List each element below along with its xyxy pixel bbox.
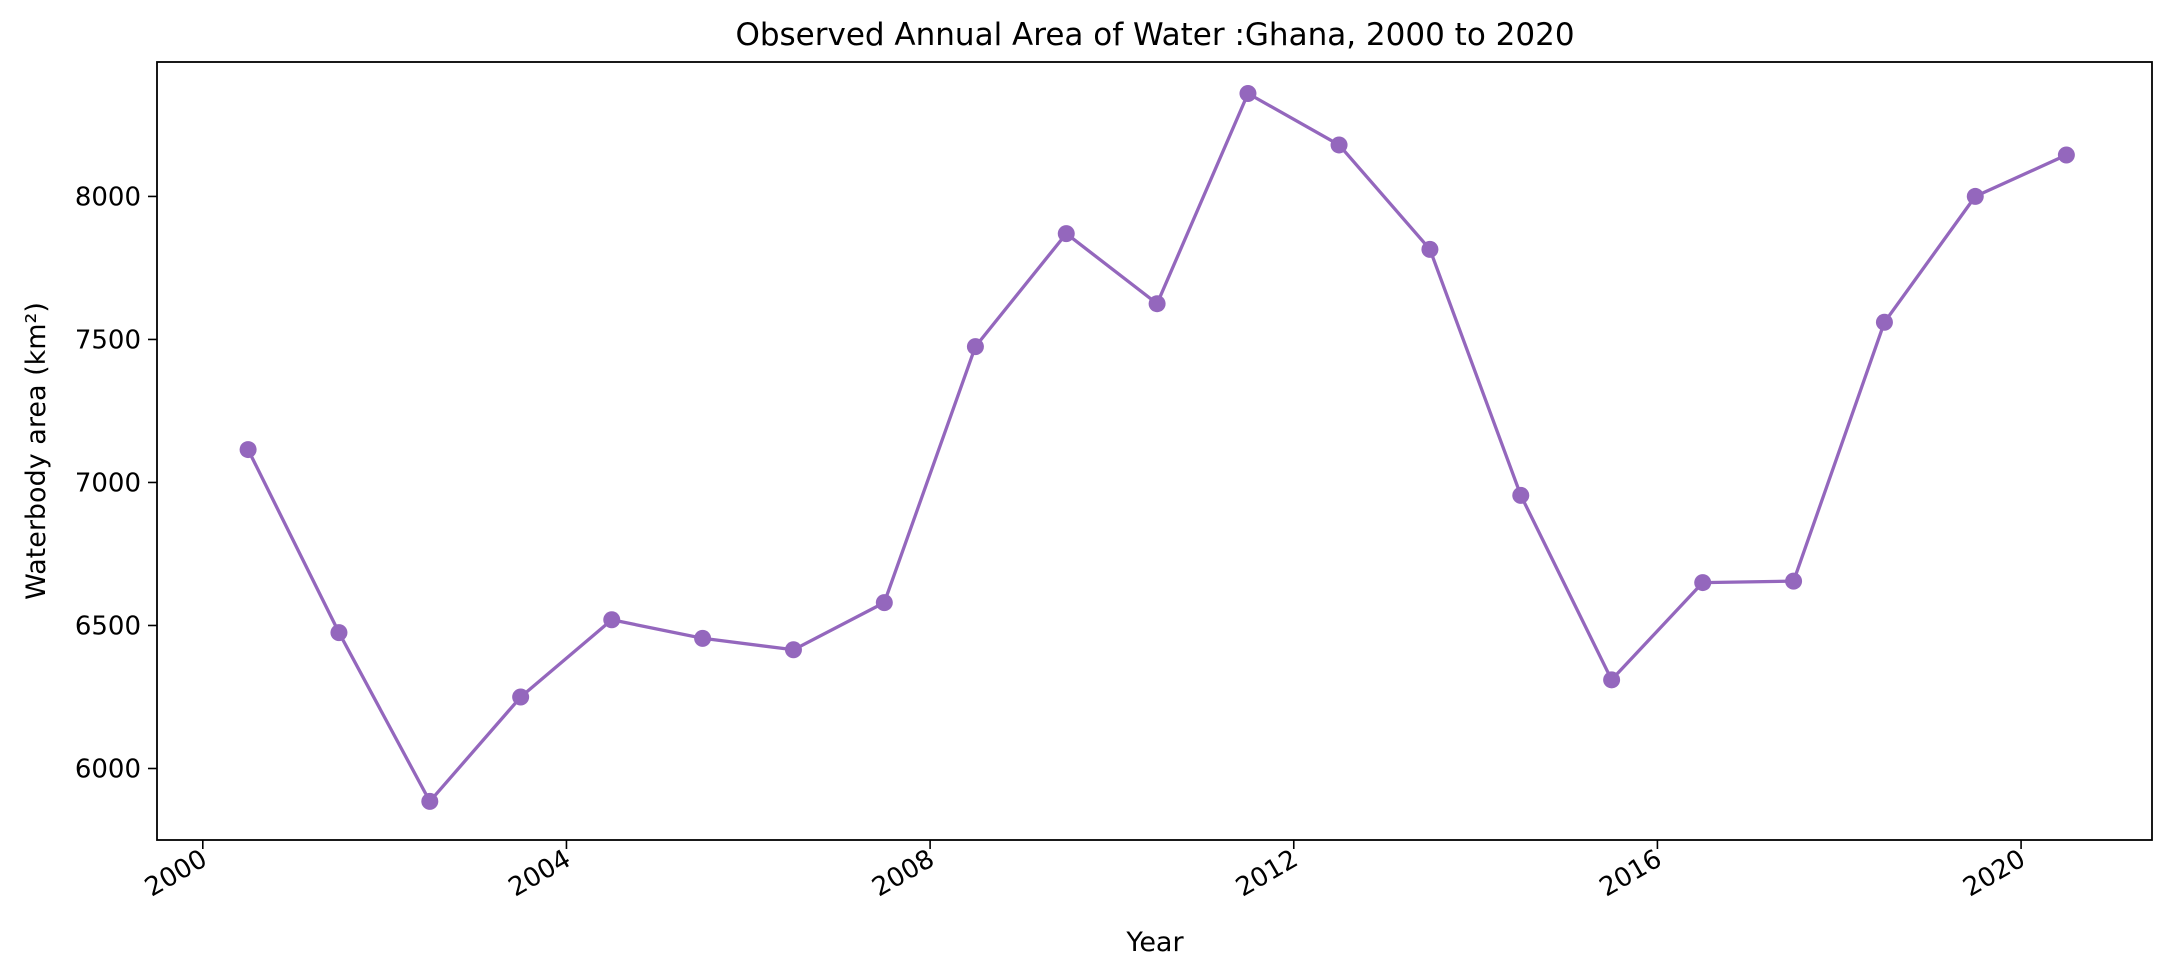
data-point — [1421, 240, 1439, 258]
data-point — [421, 792, 439, 810]
x-tick-label: 2008 — [867, 844, 939, 903]
data-point — [603, 611, 621, 629]
data-point — [1785, 572, 1803, 590]
y-tick-label: 7500 — [75, 325, 141, 355]
data-point — [1603, 671, 1621, 689]
y-axis-label: Waterbody area (km²) — [21, 302, 52, 600]
x-tick-label: 2000 — [140, 844, 212, 903]
data-point — [694, 629, 712, 647]
data-point — [2057, 146, 2075, 164]
data-point — [330, 624, 348, 642]
data-point — [1330, 136, 1348, 154]
x-tick-label: 2020 — [1958, 844, 2030, 903]
data-point — [239, 441, 257, 459]
data-point — [1694, 574, 1712, 592]
plot-area — [156, 61, 2153, 841]
data-point — [1875, 313, 1893, 331]
y-axis: 6000 6500 7000 7500 8000 — [75, 182, 157, 784]
x-tick-label: 2004 — [504, 844, 576, 903]
data-point — [512, 688, 530, 706]
data-point — [1057, 225, 1075, 243]
data-point — [1966, 187, 1984, 205]
x-tick-label: 2012 — [1231, 844, 1303, 903]
data-points — [239, 84, 2075, 810]
y-tick-label: 6500 — [75, 611, 141, 641]
data-point — [784, 641, 802, 659]
y-tick-label: 8000 — [75, 182, 141, 212]
y-tick-label: 6000 — [75, 754, 141, 784]
data-point — [1512, 486, 1530, 504]
data-point — [875, 594, 893, 612]
x-axis: 2000 2004 2008 2012 2016 2020 — [140, 840, 2031, 903]
x-axis-label: Year — [1125, 927, 1184, 958]
data-point — [966, 338, 984, 356]
data-point — [1148, 295, 1166, 313]
x-tick-label: 2016 — [1595, 844, 1667, 903]
chart-title: Observed Annual Area of Water :Ghana, 20… — [735, 17, 1574, 53]
y-tick-label: 7000 — [75, 468, 141, 498]
data-point — [1239, 84, 1257, 102]
